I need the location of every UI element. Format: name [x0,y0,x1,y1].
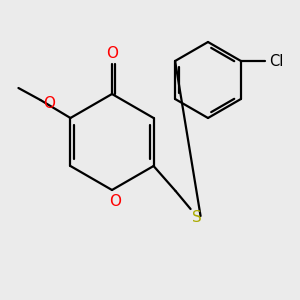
Text: S: S [192,211,201,226]
Text: Cl: Cl [269,53,283,68]
Text: O: O [109,194,121,208]
Text: O: O [44,95,56,110]
Text: O: O [106,46,118,62]
